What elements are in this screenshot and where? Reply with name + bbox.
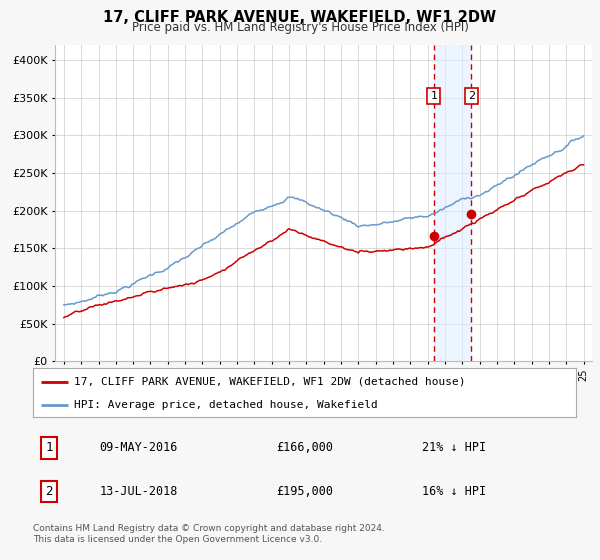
- Text: 2: 2: [468, 91, 475, 101]
- Text: This data is licensed under the Open Government Licence v3.0.: This data is licensed under the Open Gov…: [33, 535, 322, 544]
- Text: 1: 1: [46, 441, 53, 454]
- Text: 09-MAY-2016: 09-MAY-2016: [100, 441, 178, 454]
- Text: 17, CLIFF PARK AVENUE, WAKEFIELD, WF1 2DW: 17, CLIFF PARK AVENUE, WAKEFIELD, WF1 2D…: [103, 10, 497, 25]
- Text: Contains HM Land Registry data © Crown copyright and database right 2024.: Contains HM Land Registry data © Crown c…: [33, 524, 385, 533]
- Text: 1: 1: [430, 91, 437, 101]
- Text: £166,000: £166,000: [276, 441, 333, 454]
- Text: HPI: Average price, detached house, Wakefield: HPI: Average price, detached house, Wake…: [74, 400, 377, 410]
- Bar: [434, 45, 472, 361]
- Text: 2: 2: [46, 485, 53, 498]
- Text: 17, CLIFF PARK AVENUE, WAKEFIELD, WF1 2DW (detached house): 17, CLIFF PARK AVENUE, WAKEFIELD, WF1 2D…: [74, 377, 465, 387]
- Text: Price paid vs. HM Land Registry's House Price Index (HPI): Price paid vs. HM Land Registry's House …: [131, 21, 469, 34]
- Text: 16% ↓ HPI: 16% ↓ HPI: [422, 485, 486, 498]
- Text: 13-JUL-2018: 13-JUL-2018: [100, 485, 178, 498]
- Text: £195,000: £195,000: [276, 485, 333, 498]
- Text: 21% ↓ HPI: 21% ↓ HPI: [422, 441, 486, 454]
